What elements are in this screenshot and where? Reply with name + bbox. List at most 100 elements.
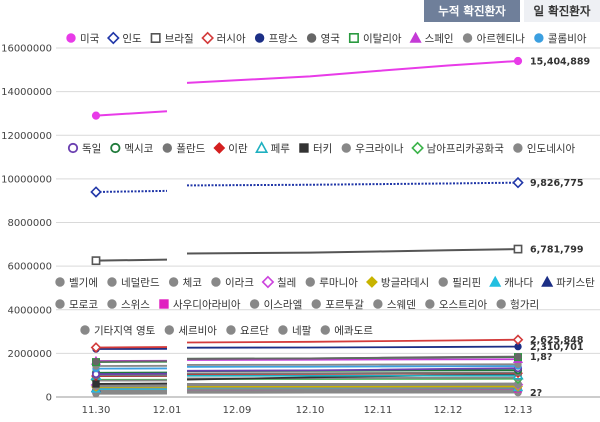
legend-item[interactable]: 포르투갈 — [311, 298, 364, 311]
legend-item[interactable]: 인도 — [106, 31, 142, 45]
legend-marker — [320, 325, 330, 335]
legend-item[interactable]: 프랑스 — [254, 33, 298, 45]
series-line-segment — [186, 355, 519, 360]
legend-marker — [55, 299, 65, 309]
legend-item[interactable]: 영국 — [306, 33, 340, 45]
legend-item[interactable]: 콜롬비아 — [534, 33, 587, 45]
y-axis-ticks: 0 2000000 4000000 6000000 8000000 10000000 120… — [1, 44, 52, 404]
legend-item[interactable]: 파키스탄 — [541, 275, 595, 289]
data-point — [90, 186, 102, 198]
legend-label: 기타지역 영토 — [94, 325, 156, 337]
legend-item[interactable]: 기타지역 영토 — [80, 325, 156, 337]
legend-marker — [496, 299, 506, 309]
legend-item[interactable]: 이라크 — [211, 277, 255, 289]
legend-item[interactable]: 체코 — [168, 277, 203, 289]
legend-item[interactable]: 네팔 — [278, 325, 312, 337]
legend-item[interactable]: 스위스 — [107, 298, 151, 311]
tab-cumulative-cases[interactable]: 누적 확진환자 — [424, 0, 520, 22]
legend-item[interactable]: 브라질 — [150, 32, 194, 45]
legend-item[interactable]: 이탈리아 — [348, 32, 402, 45]
legend-marker — [162, 143, 173, 153]
legend-item[interactable]: 방글라데시 — [365, 276, 430, 289]
legend-label: 아르헨티나 — [477, 33, 526, 45]
legend-item[interactable]: 터키 — [299, 143, 333, 155]
series-line-segment — [95, 258, 168, 262]
data-point — [92, 380, 100, 388]
legend-label: 파키스탄 — [556, 277, 595, 289]
series-line-segment — [95, 189, 168, 193]
legend-item[interactable]: 루마니아 — [305, 277, 358, 289]
tab-daily-cases[interactable]: 일 확진환자 — [524, 0, 600, 22]
legend-marker — [226, 325, 236, 335]
legend-marker — [541, 275, 554, 287]
legend-item[interactable]: 사우디아라비아 — [159, 299, 241, 311]
legend-marker — [164, 325, 175, 335]
legend-item[interactable]: 세르비아 — [164, 325, 217, 337]
series-2 — [91, 244, 523, 266]
legend-item[interactable]: 인도네시아 — [513, 143, 576, 155]
x-tick-label: 11.30 — [82, 405, 111, 416]
data-point — [513, 56, 523, 66]
legend-item[interactable]: 스페인 — [409, 31, 454, 45]
y-tick-label: 14000000 — [1, 87, 52, 98]
legend-marker — [150, 32, 161, 43]
legend-item[interactable]: 미국 — [66, 33, 100, 45]
data-point — [92, 357, 100, 366]
x-tick-label: 12.11 — [364, 405, 393, 416]
legend-item[interactable]: 요르단 — [226, 325, 270, 337]
data-label: 2,625,848 — [530, 335, 584, 346]
legend-label: 콜롬비아 — [548, 33, 587, 45]
x-tick-label: 12.12 — [434, 405, 463, 416]
legend-marker — [261, 275, 275, 289]
legend-item[interactable]: 우크라이나 — [341, 143, 404, 155]
legend-item[interactable]: 필리핀 — [438, 277, 481, 289]
legend-label: 네덜란드 — [121, 277, 160, 289]
legend-label: 사우디아라비아 — [173, 299, 241, 311]
legend-label: 네팔 — [292, 325, 312, 337]
legend-item[interactable]: 러시아 — [201, 31, 246, 45]
legend-item[interactable]: 에콰도르 — [320, 325, 373, 337]
legend-item[interactable]: 독일 — [67, 142, 102, 155]
data-point — [90, 342, 102, 353]
legend-item[interactable]: 네덜란드 — [107, 277, 160, 289]
y-tick-label: 10000000 — [1, 174, 52, 185]
legend-item[interactable]: 모로코 — [55, 299, 99, 311]
legend-marker — [107, 277, 117, 287]
legend-label: 남아프리카공화국 — [427, 143, 505, 155]
legend-item[interactable]: 오스트리아 — [425, 299, 488, 311]
legend-item[interactable]: 벨기에 — [55, 277, 98, 289]
legend-item[interactable]: 헝가리 — [496, 299, 539, 311]
legend-item[interactable]: 아르헨티나 — [462, 33, 526, 45]
legend-item[interactable]: 페루 — [255, 141, 290, 155]
data-label: 2,310,701 — [530, 342, 584, 353]
legend-marker — [341, 143, 351, 153]
grid — [56, 47, 600, 398]
legend-marker — [305, 277, 315, 287]
legend-item[interactable]: 멕시코 — [110, 142, 154, 155]
legend-item[interactable]: 캐나다 — [489, 275, 534, 289]
legend-item[interactable]: 이란 — [213, 142, 248, 155]
legend-label: 에콰도르 — [334, 325, 373, 337]
legend-marker — [278, 325, 288, 335]
legend-item[interactable]: 이스라엘 — [249, 298, 302, 311]
series-1 — [90, 176, 524, 198]
legend-item[interactable]: 칠레 — [261, 275, 297, 289]
legend-item[interactable]: 폴란드 — [162, 143, 206, 155]
legend-marker — [254, 33, 265, 43]
series-lines — [90, 56, 524, 398]
legend-item[interactable]: 스웨덴 — [373, 299, 416, 311]
y-tick-label: 16000000 — [1, 44, 52, 55]
legend-item[interactable]: 남아프리카공화국 — [411, 141, 505, 155]
x-tick-label: 12.13 — [504, 405, 533, 416]
y-tick-label: 6000000 — [7, 262, 52, 273]
legend-label: 체코 — [183, 277, 203, 289]
series-line-segment — [95, 110, 168, 117]
data-label: 9,826,775 — [530, 178, 584, 189]
legend-marker — [55, 277, 65, 287]
legend-marker — [373, 299, 383, 309]
legend-label: 포르투갈 — [325, 298, 364, 311]
legend-marker — [168, 277, 179, 287]
